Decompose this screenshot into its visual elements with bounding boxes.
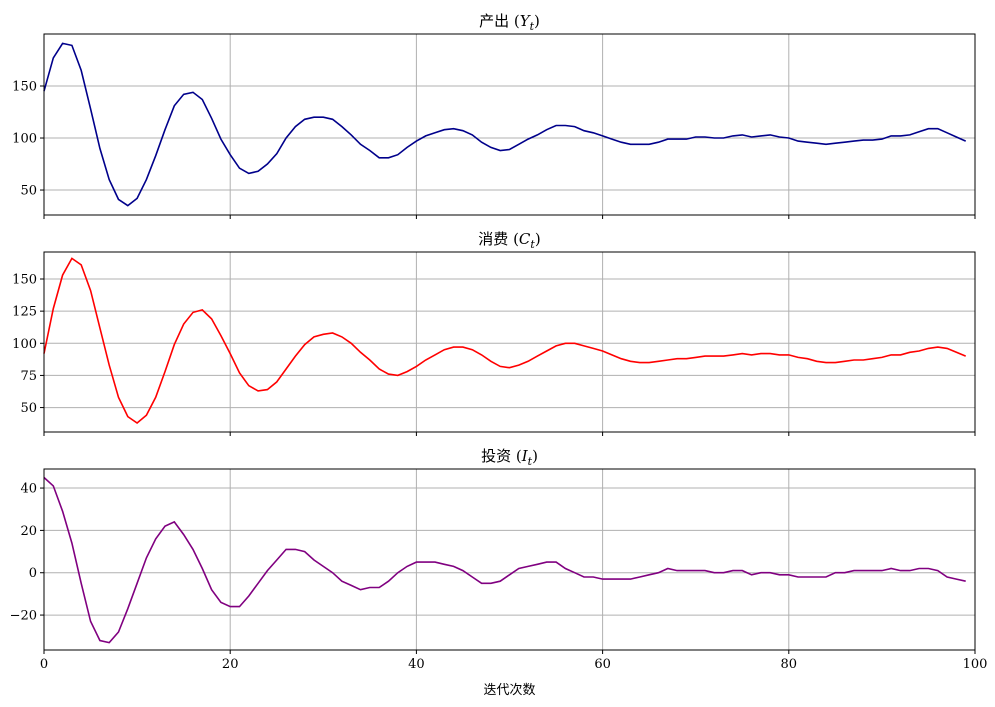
y-tick-label: −20 bbox=[10, 609, 37, 624]
x-tick-label: 20 bbox=[222, 657, 239, 672]
y-tick-label: 150 bbox=[12, 273, 37, 288]
series-line bbox=[43, 476, 966, 644]
axes-frame bbox=[43, 33, 976, 216]
series-line bbox=[43, 42, 967, 207]
x-tick-label: 60 bbox=[594, 657, 611, 672]
title-variable: C bbox=[519, 230, 531, 248]
x-tick-label: 100 bbox=[963, 657, 988, 672]
y-tick-label: 100 bbox=[12, 337, 37, 352]
title-variable: Y bbox=[520, 12, 532, 30]
subplot-1: 50 75 100 125 150 消费 (Ct) bbox=[12, 230, 976, 436]
y-tick-label: 40 bbox=[20, 482, 37, 497]
x-tick-label: 80 bbox=[781, 657, 798, 672]
title-subscript: t bbox=[528, 455, 533, 468]
axes-frame bbox=[43, 468, 976, 651]
subplot-title: 产出 (Yt) bbox=[479, 12, 540, 33]
title-subscript: t bbox=[530, 20, 535, 33]
y-tick-label: 75 bbox=[20, 369, 37, 384]
subplot-2: −20 0 20 40 0 20 40 60 80 100 投资 (It) 迭代次数 bbox=[10, 447, 988, 698]
y-tick-label: 150 bbox=[12, 80, 37, 95]
y-tick-label: 50 bbox=[20, 184, 37, 199]
x-axis-label: 迭代次数 bbox=[483, 682, 535, 698]
title-subscript: t bbox=[530, 238, 535, 251]
series-line bbox=[43, 257, 967, 425]
y-tick-label: 20 bbox=[20, 524, 37, 539]
title-variable: I bbox=[521, 447, 529, 465]
y-tick-label: 100 bbox=[12, 132, 37, 147]
title-prefix: 产出 ( bbox=[479, 12, 520, 30]
y-tick-label: 0 bbox=[29, 566, 37, 581]
axes-frame bbox=[43, 251, 976, 433]
subplot-title: 投资 (It) bbox=[481, 447, 538, 468]
title-close: ) bbox=[532, 447, 538, 465]
x-tick-label: 0 bbox=[40, 657, 48, 672]
subplot-title: 消费 (Ct) bbox=[478, 230, 540, 251]
title-close: ) bbox=[534, 12, 540, 30]
title-close: ) bbox=[535, 230, 541, 248]
x-tick-label: 40 bbox=[408, 657, 425, 672]
title-prefix: 消费 ( bbox=[478, 230, 519, 248]
subplot-0: 50 100 150 产出 (Yt) bbox=[12, 12, 976, 219]
y-tick-label: 50 bbox=[20, 401, 37, 416]
y-tick-label: 125 bbox=[12, 305, 37, 320]
title-prefix: 投资 ( bbox=[481, 447, 522, 465]
